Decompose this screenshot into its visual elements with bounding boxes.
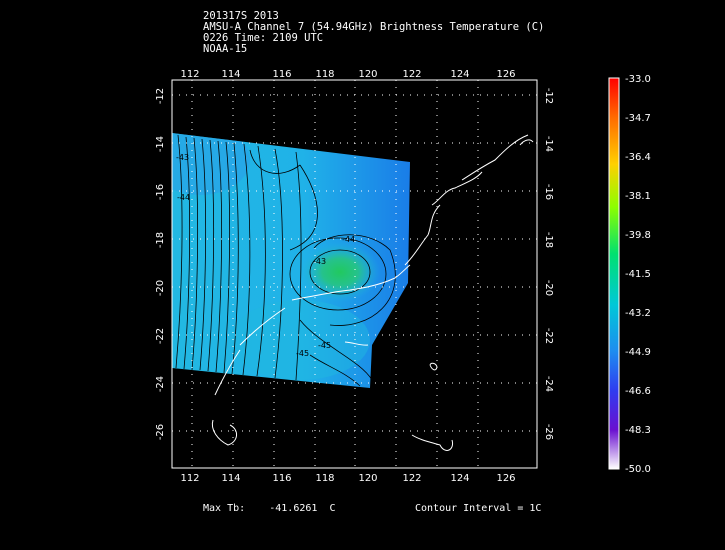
bottom-lon-labels: 112 114 116 118 120 122 124 126 xyxy=(180,473,515,484)
lon-tick-label: 126 xyxy=(496,69,515,80)
lon-tick-label: 118 xyxy=(315,473,334,484)
max-tb-readout: Max Tb: -41.6261 C xyxy=(203,503,336,514)
lon-tick-label: 122 xyxy=(402,69,421,80)
contour-label: -43 xyxy=(176,153,189,162)
lat-tick-label: -12 xyxy=(155,88,166,104)
lon-tick-label: 118 xyxy=(315,69,334,80)
colorbar xyxy=(608,77,620,470)
colorbar-labels: -33.0 -34.7 -36.4 -38.1 -39.8 -41.5 -43.… xyxy=(625,74,651,475)
colorbar-label: -33.0 xyxy=(625,74,651,85)
lon-tick-label: 116 xyxy=(272,69,291,80)
colorbar-label: -44.9 xyxy=(625,347,651,358)
lon-tick-label: 112 xyxy=(180,473,199,484)
right-lat-labels: -12 -14 -16 -18 -20 -22 -24 -26 xyxy=(543,88,554,440)
lat-tick-label: -12 xyxy=(543,88,554,104)
lat-tick-label: -24 xyxy=(543,376,554,392)
lat-tick-label: -14 xyxy=(155,136,166,152)
colorbar-label: -43.2 xyxy=(625,308,651,319)
pass-time: 0226 Time: 2109 UTC xyxy=(203,32,324,44)
lat-tick-label: -24 xyxy=(155,376,166,392)
lon-tick-label: 124 xyxy=(450,473,469,484)
lat-tick-label: -16 xyxy=(543,184,554,200)
lat-tick-label: -26 xyxy=(543,424,554,440)
lon-tick-label: 122 xyxy=(402,473,421,484)
lon-tick-label: 120 xyxy=(358,69,377,80)
colorbar-label: -41.5 xyxy=(625,269,651,280)
contour-label: -45 xyxy=(296,349,309,358)
colorbar-label: -34.7 xyxy=(625,113,651,124)
colorbar-label: -48.3 xyxy=(625,425,651,436)
max-tb-unit: C xyxy=(329,503,336,514)
contour-interval: Contour Interval = 1C xyxy=(415,503,542,514)
lat-tick-label: -18 xyxy=(543,232,554,248)
lat-tick-label: -20 xyxy=(155,280,166,296)
lat-tick-label: -22 xyxy=(155,328,166,344)
lon-tick-label: 114 xyxy=(221,69,240,80)
satellite-name: NOAA-15 xyxy=(203,43,248,55)
left-lat-labels: -12 -14 -16 -18 -20 -22 -24 -26 xyxy=(155,88,166,440)
lon-tick-label: 116 xyxy=(272,473,291,484)
contour-label: -44 xyxy=(177,193,190,202)
lat-tick-label: -20 xyxy=(543,280,554,296)
colorbar-label: -50.0 xyxy=(625,464,651,475)
product-title: AMSU-A Channel 7 (54.94GHz) Brightness T… xyxy=(203,21,545,33)
max-tb-label: Max Tb: xyxy=(203,503,246,514)
lat-tick-label: -18 xyxy=(155,232,166,248)
lat-lon-grid xyxy=(172,80,537,468)
swath-field: -43 -44 -45 -43 -44 -45 xyxy=(172,133,410,388)
top-lon-labels: 112 114 116 118 120 122 124 126 xyxy=(180,69,515,80)
lon-tick-label: 126 xyxy=(496,473,515,484)
contour-label: -44 xyxy=(342,235,355,244)
colorbar-label: -36.4 xyxy=(625,152,651,163)
lat-tick-label: -26 xyxy=(155,424,166,440)
lon-tick-label: 114 xyxy=(221,473,240,484)
max-tb-value: -41.6261 xyxy=(269,503,318,514)
lat-tick-label: -14 xyxy=(543,136,554,152)
storm-id: 201317S 2013 xyxy=(203,10,279,22)
lat-tick-label: -22 xyxy=(543,328,554,344)
lon-tick-label: 120 xyxy=(358,473,377,484)
colorbar-label: -39.8 xyxy=(625,230,651,241)
colorbar-label: -38.1 xyxy=(625,191,651,202)
lat-tick-label: -16 xyxy=(155,184,166,200)
coastline xyxy=(211,134,534,451)
contour-label: -45 xyxy=(318,341,331,350)
lon-tick-label: 124 xyxy=(450,69,469,80)
contour-label: -43 xyxy=(313,257,326,266)
colorbar-label: -46.6 xyxy=(625,386,651,397)
header-text: 201317S 2013 AMSU-A Channel 7 (54.94GHz)… xyxy=(203,11,544,55)
lon-tick-label: 112 xyxy=(180,69,199,80)
